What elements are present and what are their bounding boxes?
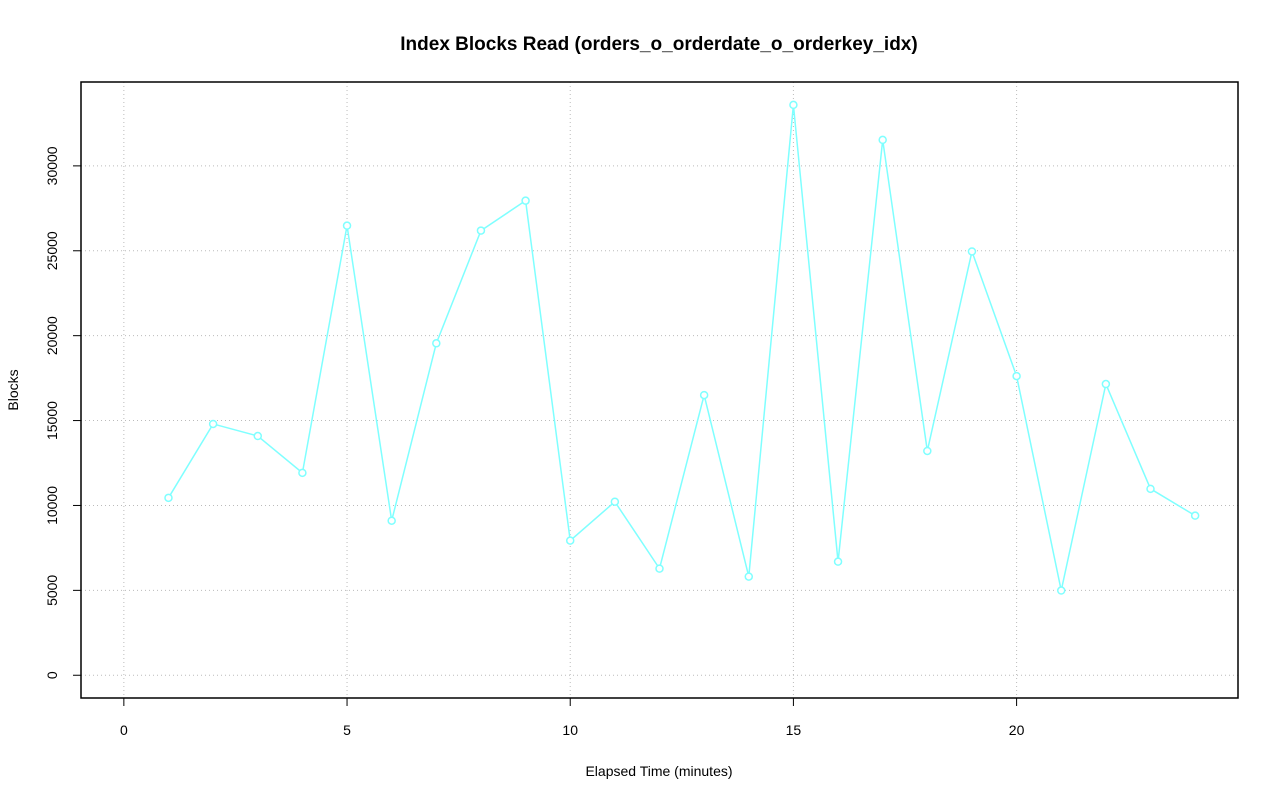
data-point xyxy=(655,564,664,573)
data-point xyxy=(744,572,754,581)
data-point xyxy=(476,226,486,235)
x-tick-label: 10 xyxy=(562,722,578,738)
data-point xyxy=(610,497,620,506)
y-tick-label: 5000 xyxy=(44,575,60,606)
data-point xyxy=(1101,379,1111,389)
x-axis-label: Elapsed Time (minutes) xyxy=(585,763,732,779)
x-tick-label: 5 xyxy=(343,722,351,738)
data-point xyxy=(342,221,352,230)
x-tick-label: 0 xyxy=(120,722,128,738)
y-tick-label: 0 xyxy=(44,671,60,679)
y-tick-label: 10000 xyxy=(44,486,60,525)
data-point xyxy=(923,446,932,456)
data-point xyxy=(789,100,798,110)
data-point xyxy=(1190,511,1200,520)
data-point xyxy=(164,493,173,503)
data-point xyxy=(432,339,441,348)
data-point xyxy=(208,419,218,429)
data-point xyxy=(1012,371,1021,381)
data-point xyxy=(833,557,843,566)
data-point xyxy=(1056,586,1066,595)
data-point xyxy=(1146,484,1155,494)
data-point xyxy=(878,135,887,145)
data-line xyxy=(167,104,1196,591)
data-point xyxy=(565,536,575,545)
chart-title: Index Blocks Read (orders_o_orderdate_o_… xyxy=(400,34,917,55)
data-point xyxy=(967,247,977,256)
y-tick-label: 25000 xyxy=(44,231,60,270)
data-point xyxy=(387,516,396,525)
data-point xyxy=(521,196,530,205)
y-tick-label: 30000 xyxy=(44,146,60,185)
data-point xyxy=(253,431,263,441)
data-point xyxy=(298,468,307,478)
y-tick-label: 15000 xyxy=(44,401,60,440)
plot-frame xyxy=(80,81,1239,699)
data-point xyxy=(699,390,709,400)
y-axis-label: Blocks xyxy=(5,369,21,410)
y-tick-label: 20000 xyxy=(44,316,60,355)
x-tick-label: 15 xyxy=(786,722,802,738)
x-tick-label: 20 xyxy=(1009,722,1025,738)
